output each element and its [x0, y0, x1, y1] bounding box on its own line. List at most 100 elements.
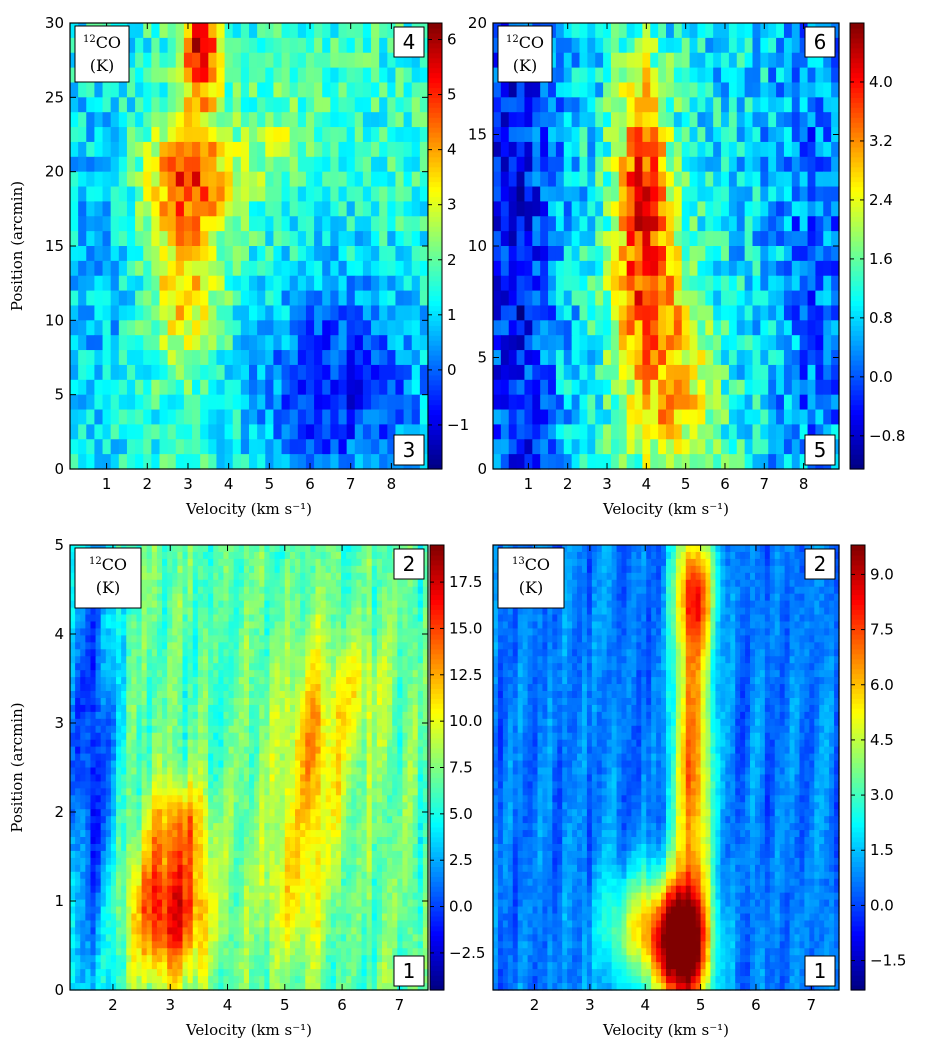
heatmap-cell [673, 231, 683, 247]
heatmap-cell [354, 320, 364, 336]
heatmap-cell [146, 677, 153, 685]
heatmap-cell [305, 246, 315, 262]
colorbar-step [428, 23, 442, 29]
heatmap-cell [330, 579, 337, 588]
heatmap-cell [673, 260, 683, 277]
heatmap-cell [218, 704, 225, 713]
heatmap-cell [208, 684, 214, 692]
heatmap-cell [366, 732, 373, 741]
heatmap-cell [666, 156, 675, 173]
heatmap-cell [273, 424, 283, 440]
heatmap-cell [705, 439, 714, 455]
heatmap-cell [141, 607, 148, 616]
heatmap-cell [403, 141, 413, 158]
heatmap-cell [121, 725, 127, 734]
heatmap-cell [249, 579, 255, 588]
heatmap-cell [218, 739, 225, 748]
heatmap-cell [100, 614, 107, 623]
heatmap-cell [791, 335, 801, 351]
heatmap-cell [744, 379, 754, 396]
heatmap-cell [799, 454, 809, 470]
heatmap-cell [314, 246, 323, 262]
heatmap-cell [213, 551, 219, 560]
heatmap-cell [136, 621, 143, 630]
heatmap-cell [571, 335, 581, 351]
heatmap-cell [197, 579, 204, 588]
heatmap-cell [238, 649, 245, 657]
heatmap-cell [232, 290, 242, 307]
heatmap-cell [815, 127, 824, 143]
heatmap-cell [807, 52, 817, 69]
heatmap-cell [744, 350, 754, 366]
heatmap-cell [297, 394, 307, 411]
heatmap-cell [289, 684, 296, 692]
heatmap-cell [371, 704, 378, 713]
heatmap-cell [305, 607, 311, 616]
heatmap-cell [815, 409, 824, 425]
heatmap-cell [322, 231, 331, 247]
heatmap-cell [532, 141, 541, 158]
heatmap-cell [197, 600, 204, 609]
heatmap-cell [387, 305, 397, 321]
heatmap-cell [279, 697, 286, 706]
heatmap-cell [392, 691, 398, 699]
heatmap-cell [563, 409, 573, 425]
heatmap-cell [322, 112, 331, 128]
heatmap-cell [86, 231, 96, 247]
heatmap-cell [736, 23, 746, 39]
heatmap-cell [366, 558, 373, 567]
heatmap-cell [216, 112, 226, 128]
colorbar-step [428, 37, 442, 44]
heatmap-cell [341, 739, 347, 748]
heatmap-cell [70, 628, 76, 636]
heatmap-cell [346, 201, 356, 217]
heatmap-cell [346, 642, 352, 650]
heatmap-cell [94, 320, 104, 336]
heatmap-cell [269, 656, 276, 664]
heatmap-cell [673, 112, 683, 128]
heatmap-cell [177, 649, 184, 657]
heatmap-cell [80, 649, 86, 657]
heatmap-cell [279, 691, 286, 699]
heatmap-cell [70, 670, 76, 678]
heatmap-cell [243, 551, 250, 560]
heatmap-cell [228, 704, 235, 713]
heatmap-cell [232, 246, 242, 262]
heatmap-cell [265, 246, 275, 262]
heatmap-cell [146, 739, 153, 748]
heatmap-cell [407, 628, 414, 636]
x-tick-label: 4 [224, 475, 234, 493]
heatmap-cell [351, 684, 357, 692]
heatmap-cell [281, 424, 291, 440]
heatmap-cell [102, 275, 112, 292]
heatmap-cell [697, 424, 706, 440]
heatmap-cell [403, 260, 413, 277]
heatmap-cell [192, 97, 201, 113]
heatmap-cell [223, 565, 230, 574]
heatmap-cell [379, 52, 388, 69]
heatmap-cell [412, 677, 419, 685]
heatmap-cell [126, 350, 136, 366]
heatmap-cell [254, 551, 260, 560]
heatmap-cell [346, 216, 356, 232]
heatmap-cell [126, 704, 132, 713]
heatmap-cell [362, 335, 372, 351]
heatmap-cell [402, 725, 409, 734]
heatmap-cell [131, 677, 138, 685]
heatmap-cell [136, 642, 143, 650]
heatmap-cell [603, 23, 612, 39]
heatmap-cell [752, 171, 761, 188]
heatmap-cell [395, 379, 405, 396]
heatmap-cell [728, 67, 738, 84]
heatmap-cell [213, 614, 219, 623]
heatmap-cell [218, 649, 225, 657]
heatmap-cell [305, 586, 311, 595]
heatmap-cell [208, 409, 218, 425]
heatmap-cell [346, 394, 356, 411]
heatmap-cell [78, 82, 87, 98]
heatmap-cell [156, 607, 163, 616]
heatmap-cell [315, 607, 322, 616]
heatmap-cell [218, 593, 225, 602]
heatmap-cell [167, 614, 173, 623]
heatmap-cell [524, 275, 533, 292]
